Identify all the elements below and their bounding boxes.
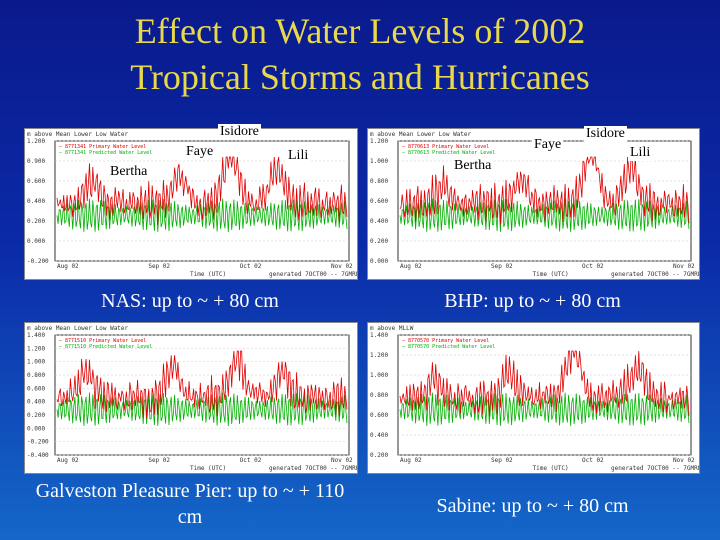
x-axis-label: Time (UTC) — [533, 271, 569, 278]
y-tick-label: 1.200 — [370, 352, 388, 359]
y-tick-label: 0.900 — [27, 158, 45, 165]
observed-series — [56, 350, 348, 419]
x-axis-label: Time (UTC) — [190, 271, 226, 278]
y-tick-label: 0.000 — [27, 238, 45, 245]
plot-canvas: 1.200 1.000 0.800 0.600 0.400 0.200 0.000 Aug 0… — [370, 131, 699, 278]
storm-label-bertha: Bertha — [108, 164, 150, 180]
observed-series — [399, 156, 690, 225]
x-tick-label: Nov 02 — [673, 457, 695, 464]
y-tick-label: 1.400 — [27, 332, 45, 339]
storm-label-lili: Lili — [286, 148, 311, 164]
y-tick-label: 0.600 — [27, 385, 45, 392]
x-tick-label: Sep 02 — [491, 457, 513, 464]
storm-label-faye: Faye — [532, 137, 564, 153]
y-axis-label: m above Mean Lower Low Water — [27, 131, 129, 138]
bhp-caption: BHP: up to ~ + 80 cm — [444, 290, 621, 312]
y-tick-label: 1.200 — [27, 138, 45, 145]
y-axis-label: m above MLLW — [370, 325, 414, 332]
y-tick-label: 1.200 — [370, 138, 388, 145]
y-tick-label: 1.400 — [370, 332, 388, 339]
storm-label-bertha: Bertha — [452, 158, 494, 174]
x-tick-label: Sep 02 — [148, 263, 170, 270]
y-tick-label: 0.600 — [27, 178, 45, 185]
x-tick-label: Aug 02 — [57, 457, 79, 464]
y-tick-label: 0.200 — [27, 218, 45, 225]
observed-series — [56, 156, 348, 225]
y-tick-label: 0.400 — [27, 399, 45, 406]
y-tick-label: 0.800 — [370, 392, 388, 399]
plot-canvas: 1.400 1.200 1.000 0.800 0.600 0.400 0.200 0.000… — [27, 325, 357, 472]
y-tick-label: -0.400 — [27, 452, 49, 459]
predicted-series — [56, 198, 348, 233]
x-tick-label: Sep 02 — [148, 457, 170, 464]
x-axis-label: Time (UTC) — [190, 465, 226, 472]
x-tick-label: Oct 02 — [582, 263, 604, 270]
x-tick-label: Nov 02 — [673, 263, 695, 270]
legend-observed: — 8771510 Primary Water Level — [59, 338, 146, 344]
legend-observed: — 8771341 Primary Water Level — [59, 144, 146, 150]
x-tick-label: Oct 02 — [582, 457, 604, 464]
sabine-caption: Sabine: up to ~ + 80 cm — [436, 495, 629, 517]
footer-note: generated 7OCT00 -- 7GMRL4 — [269, 465, 357, 472]
slide-title: Effect on Water Levels of 2002 Tropical … — [0, 8, 720, 100]
y-tick-label: 0.200 — [27, 412, 45, 419]
x-tick-label: Aug 02 — [400, 263, 422, 270]
y-tick-label: 0.400 — [370, 218, 388, 225]
x-tick-label: Nov 02 — [331, 457, 353, 464]
y-axis-label: m above Mean Lower Low Water — [27, 325, 129, 332]
legend-observed: — 8770613 Primary Water Level — [402, 144, 489, 150]
title-line-2: Tropical Storms and Hurricanes — [130, 57, 590, 97]
title-line-1: Effect on Water Levels of 2002 — [134, 11, 586, 51]
predicted-series — [56, 392, 348, 427]
legend-predicted: — 8771341 Predicted Water Level — [59, 150, 152, 156]
storm-label-lili: Lili — [628, 145, 653, 161]
observed-series — [399, 350, 690, 417]
y-tick-label: -0.200 — [27, 258, 49, 265]
y-tick-label: -0.200 — [27, 439, 49, 446]
sabine-water-level-chart: 1.400 1.200 1.000 0.800 0.600 0.400 0.200 Aug 0… — [367, 322, 700, 474]
y-tick-label: 0.800 — [370, 178, 388, 185]
y-tick-label: 1.000 — [27, 359, 45, 366]
predicted-series — [399, 392, 690, 427]
legend-predicted: — 8770613 Predicted Water Level — [402, 150, 495, 156]
x-tick-label: Oct 02 — [240, 263, 262, 270]
y-tick-label: 0.200 — [370, 452, 388, 459]
storm-label-faye: Faye — [184, 144, 216, 160]
legend-predicted: — 8771510 Predicted Water Level — [59, 344, 152, 350]
footer-note: generated 7OCT00 -- 7GMRL4 — [611, 271, 699, 278]
y-tick-label: 1.000 — [370, 158, 388, 165]
y-tick-label: 0.400 — [370, 432, 388, 439]
y-tick-label: 0.200 — [370, 238, 388, 245]
predicted-series — [399, 198, 690, 233]
galveston-caption: Galveston Pleasure Pier: up to ~ + 110 c… — [35, 480, 345, 528]
x-tick-label: Nov 02 — [331, 263, 353, 270]
footer-note: generated 7OCT00 -- 7GMRL4 — [269, 271, 357, 278]
storm-label-isidore: Isidore — [218, 124, 261, 140]
x-tick-label: Oct 02 — [240, 457, 262, 464]
footer-note: generated 7OCT00 -- 7GMRL4 — [611, 465, 699, 472]
legend-predicted: — 8770570 Predicted Water Level — [402, 344, 495, 350]
y-tick-label: 0.800 — [27, 372, 45, 379]
x-tick-label: Aug 02 — [400, 457, 422, 464]
x-axis-label: Time (UTC) — [533, 465, 569, 472]
x-tick-label: Aug 02 — [57, 263, 79, 270]
legend-observed: — 8770570 Primary Water Level — [402, 338, 489, 344]
y-tick-label: 0.000 — [370, 258, 388, 265]
y-tick-label: 0.400 — [27, 198, 45, 205]
plot-canvas: 1.400 1.200 1.000 0.800 0.600 0.400 0.200 Aug 0… — [370, 325, 699, 472]
nas-caption: NAS: up to ~ + 80 cm — [101, 290, 279, 312]
y-tick-label: 1.000 — [370, 372, 388, 379]
galveston-water-level-chart: 1.400 1.200 1.000 0.800 0.600 0.400 0.200 0.000… — [24, 322, 358, 474]
y-axis-label: m above Mean Lower Low Water — [370, 131, 472, 138]
x-tick-label: Sep 02 — [491, 263, 513, 270]
y-tick-label: 1.200 — [27, 345, 45, 352]
y-tick-label: 0.600 — [370, 412, 388, 419]
y-tick-label: 0.600 — [370, 198, 388, 205]
storm-label-isidore: Isidore — [584, 126, 627, 142]
y-tick-label: 0.000 — [27, 425, 45, 432]
